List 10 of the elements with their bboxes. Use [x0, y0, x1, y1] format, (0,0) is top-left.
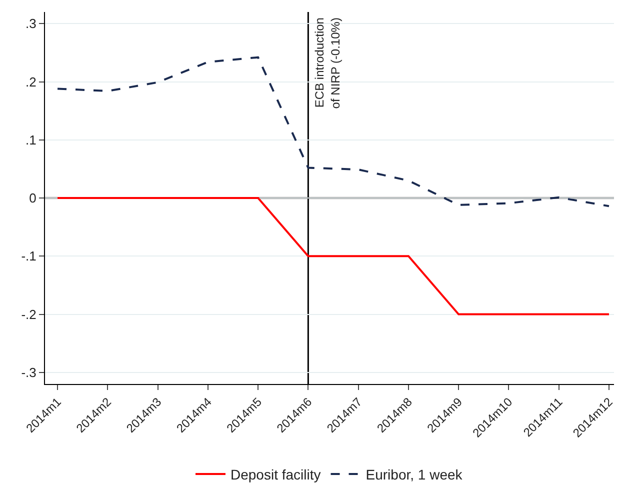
y-tick-label: 0 — [29, 190, 36, 206]
y-tick-label: -.1 — [21, 248, 36, 264]
y-tick-label: .1 — [26, 132, 36, 148]
legend-label: Deposit facility — [230, 466, 321, 482]
legend-label: Euribor, 1 week — [366, 466, 464, 482]
ref-line-label: ECB introduction of NIRP (-0.10%) — [312, 18, 342, 109]
y-tick-label: -.2 — [21, 306, 36, 322]
y-tick-label: .3 — [26, 16, 36, 32]
y-tick-label: -.3 — [21, 364, 36, 380]
y-tick-label: .2 — [26, 74, 36, 90]
